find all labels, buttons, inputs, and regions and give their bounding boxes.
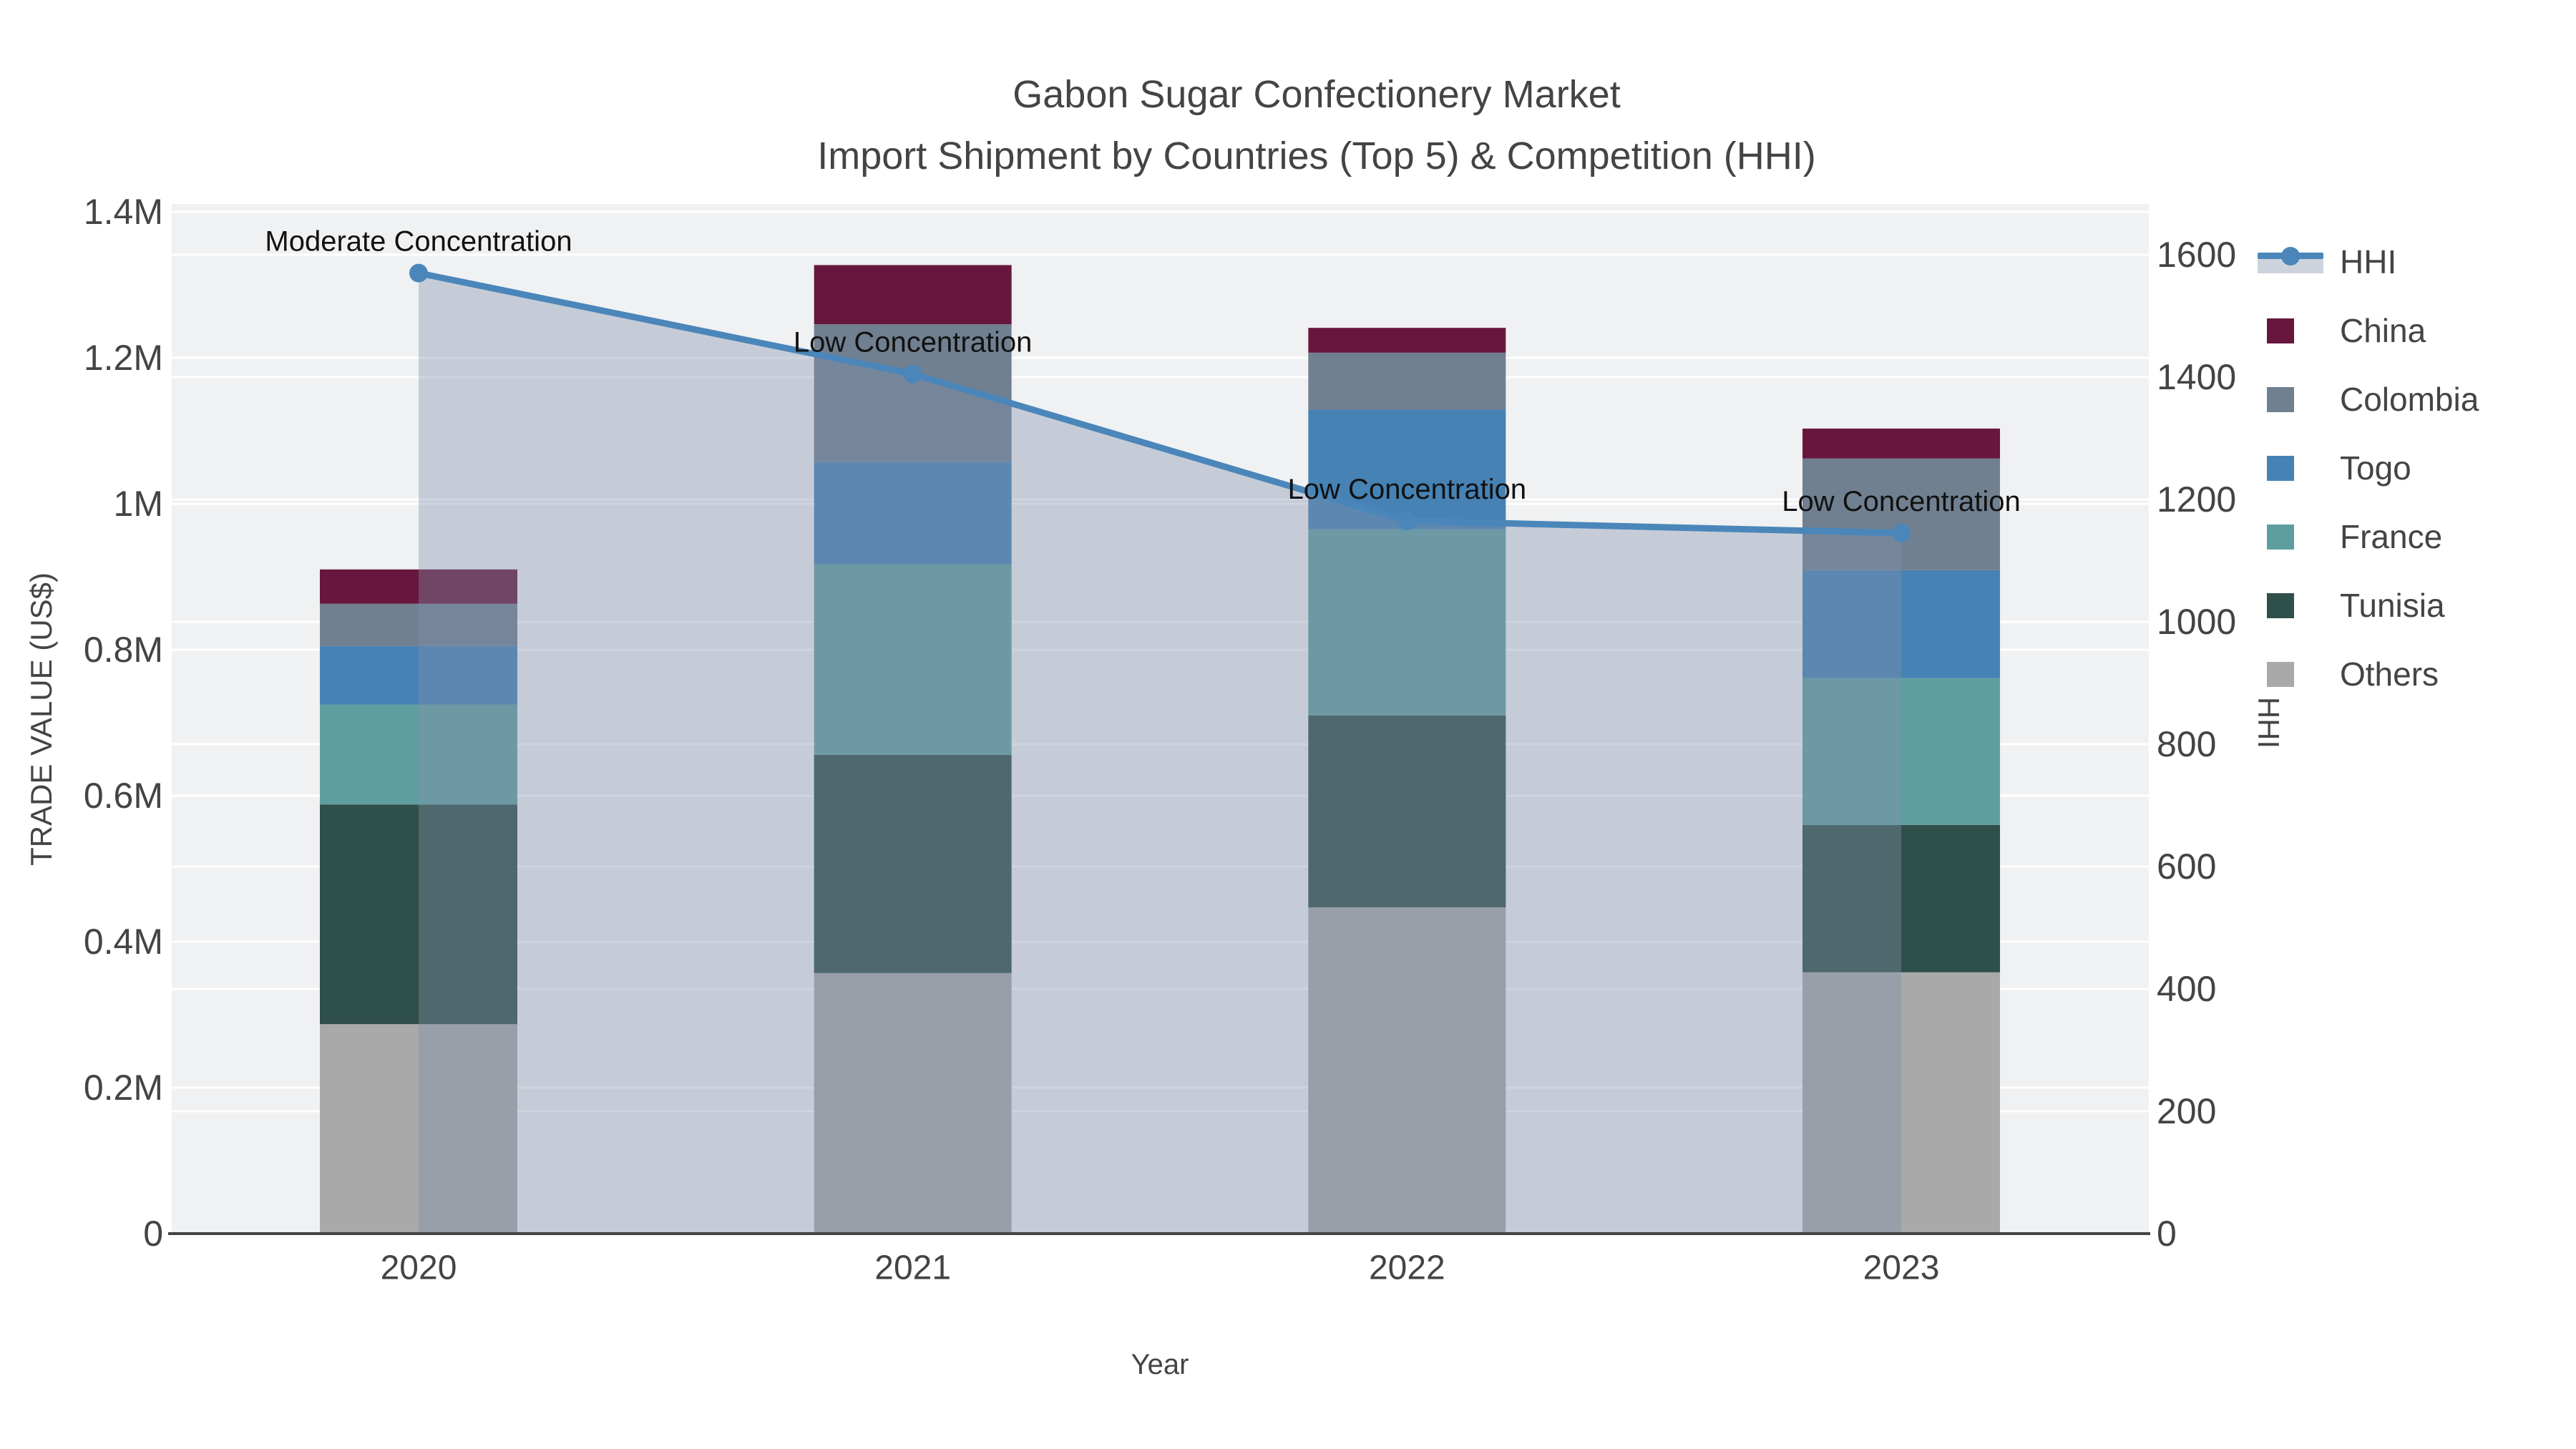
- hhi-area-fill: [419, 273, 1902, 1234]
- legend-item-tunisia[interactable]: Tunisia: [2247, 571, 2479, 640]
- bar-segment-china-2020[interactable]: [320, 569, 517, 604]
- annotations: Moderate Concentration Low Concentration L…: [265, 226, 2020, 517]
- chart-title-line2: Import Shipment by Countries (Top 5) & C…: [817, 135, 1816, 177]
- bar-segment-france-2022[interactable]: [1308, 529, 1506, 716]
- bar-segment-togo-2023[interactable]: [1802, 570, 2001, 678]
- hhi-line: [409, 263, 1911, 543]
- hhi-line-sample-icon: [2247, 247, 2327, 275]
- y-left-axis-title: TRADE VALUE (US$): [24, 572, 58, 866]
- legend-swatch-icon: [2247, 318, 2327, 343]
- bar-segment-togo-2022[interactable]: [1308, 409, 1506, 530]
- hhi-marker-2021[interactable]: [903, 364, 922, 384]
- y-right-tick-600: 600: [2157, 847, 2216, 887]
- bar-segment-france-2023[interactable]: [1802, 678, 2001, 825]
- legend-swatch-icon: [2247, 661, 2327, 687]
- x-tick-2020: 2020: [381, 1249, 457, 1287]
- legend-item-togo[interactable]: Togo: [2247, 434, 2479, 502]
- bar-segment-togo-2020[interactable]: [320, 645, 517, 705]
- legend-label: China: [2340, 312, 2426, 349]
- legend-swatch-icon: [2247, 592, 2327, 618]
- bar-segment-colombia-2023[interactable]: [1802, 458, 2001, 570]
- bar-segment-china-2021[interactable]: [814, 265, 1012, 325]
- y-left-tick-1M: 1M: [114, 484, 163, 524]
- legend-item-others[interactable]: Others: [2247, 640, 2479, 708]
- y-right-tick-0: 0: [2157, 1214, 2177, 1254]
- hhi-line-path: [418, 270, 1902, 537]
- y-left-tick-1.4M: 1.4M: [84, 192, 163, 232]
- legend-label: France: [2340, 518, 2443, 555]
- bar-segment-france-2021[interactable]: [814, 564, 1012, 755]
- hhi-fill-region: [419, 273, 1902, 1234]
- annotation-2021: Low Concentration: [794, 327, 1033, 358]
- bar-segment-others-2023[interactable]: [1802, 972, 2001, 1234]
- legend-item-france[interactable]: France: [2247, 502, 2479, 571]
- y-right-tick-1400: 1400: [2157, 357, 2236, 397]
- annotation-2023: Low Concentration: [1782, 486, 2021, 517]
- y-right-tick-1200: 1200: [2157, 479, 2236, 519]
- y-left-tick-0.8M: 0.8M: [84, 630, 163, 670]
- chart-title-line1: Gabon Sugar Confectionery Market: [1013, 73, 1620, 116]
- y-left-tick-0.2M: 0.2M: [84, 1068, 163, 1108]
- bar-segment-france-2020[interactable]: [320, 704, 517, 805]
- legend: HHI China Colombia Togo France Tunisia Others: [2247, 228, 2479, 708]
- y-right-tick-800: 800: [2157, 724, 2216, 764]
- legend-label: Colombia: [2340, 381, 2479, 418]
- y-right-tick-200: 200: [2157, 1091, 2216, 1131]
- x-axis-title: Year: [1131, 1349, 1189, 1380]
- legend-item-hhi[interactable]: HHI: [2247, 228, 2479, 296]
- y-left-tick-0: 0: [143, 1214, 163, 1254]
- bar-segment-china-2022[interactable]: [1308, 328, 1506, 353]
- bar-segment-tunisia-2020[interactable]: [320, 804, 517, 1025]
- legend-swatch-icon: [2247, 455, 2327, 481]
- legend-swatch-icon: [2247, 386, 2327, 412]
- legend-label: Togo: [2340, 449, 2411, 487]
- bar-segment-colombia-2022[interactable]: [1308, 352, 1506, 410]
- x-tick-2023: 2023: [1863, 1249, 1940, 1287]
- annotation-2022: Low Concentration: [1288, 474, 1527, 505]
- y-right-tick-400: 400: [2157, 969, 2216, 1009]
- tick-labels: 0 0.2M 0.4M 0.6M 0.8M 1M 1.2M 1.4M 0 200 400 600 800…: [84, 192, 2236, 1287]
- bar-segment-others-2020[interactable]: [320, 1024, 517, 1234]
- x-tick-2021: 2021: [874, 1249, 951, 1287]
- bar-segment-tunisia-2021[interactable]: [814, 754, 1012, 973]
- legend-label: Others: [2340, 655, 2439, 693]
- y-right-tick-1600: 1600: [2157, 235, 2236, 275]
- legend-item-colombia[interactable]: Colombia: [2247, 365, 2479, 434]
- y-left-tick-0.6M: 0.6M: [84, 776, 163, 816]
- hhi-marker-2022[interactable]: [1397, 511, 1417, 530]
- bar-segment-china-2023[interactable]: [1802, 428, 2001, 459]
- bar-segment-tunisia-2022[interactable]: [1308, 715, 1506, 908]
- bar-segment-others-2022[interactable]: [1308, 907, 1506, 1234]
- y-left-tick-0.4M: 0.4M: [84, 922, 163, 962]
- hhi-marker-2020[interactable]: [409, 263, 428, 283]
- legend-label: Tunisia: [2340, 587, 2445, 624]
- bar-segment-tunisia-2023[interactable]: [1802, 824, 2001, 972]
- bar-segment-colombia-2020[interactable]: [320, 603, 517, 646]
- legend-item-china[interactable]: China: [2247, 296, 2479, 365]
- y-right-tick-1000: 1000: [2157, 602, 2236, 642]
- bar-segment-togo-2021[interactable]: [814, 462, 1012, 565]
- hhi-marker-2023[interactable]: [1892, 524, 1911, 543]
- x-tick-2022: 2022: [1369, 1249, 1445, 1287]
- legend-swatch-icon: [2247, 524, 2327, 550]
- y-left-tick-1.2M: 1.2M: [84, 338, 163, 378]
- y-right-axis-title: HHI: [2252, 697, 2285, 748]
- annotation-2020: Moderate Concentration: [265, 226, 572, 258]
- stacked-bars: [320, 265, 2001, 1234]
- legend-label: HHI: [2340, 243, 2397, 280]
- bar-segment-others-2021[interactable]: [814, 972, 1012, 1234]
